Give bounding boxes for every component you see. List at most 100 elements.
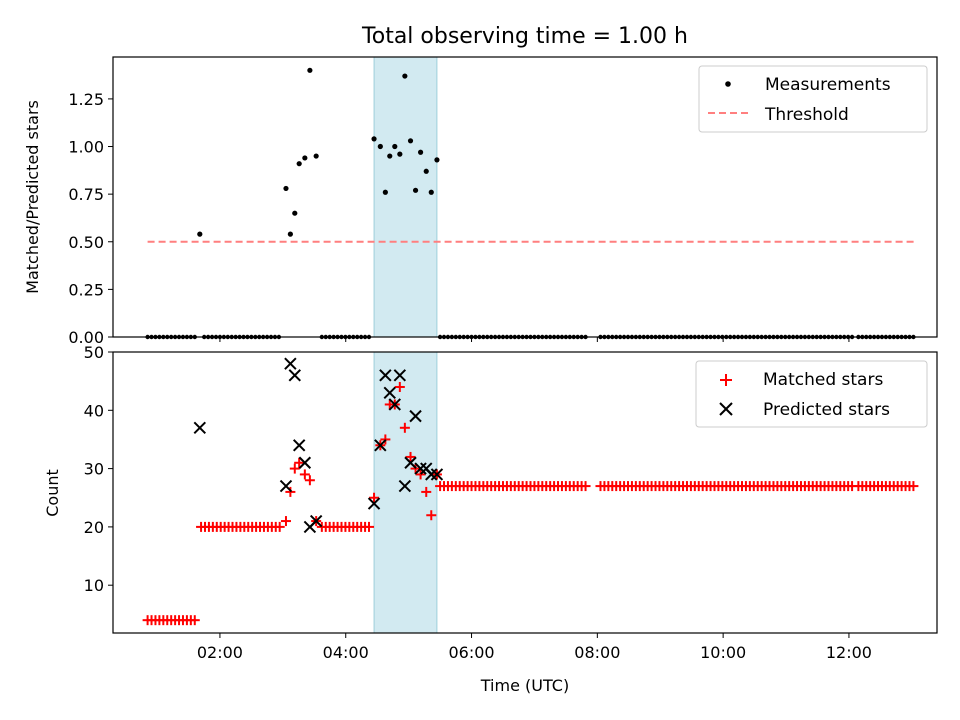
predicted-star-point: [309, 514, 323, 528]
predicted-star-point: [374, 439, 387, 452]
measurement-point: [382, 189, 388, 195]
measurement-point: [407, 138, 414, 144]
ratio-y-axis-label: Matched/Predicted stars: [23, 100, 42, 294]
predicted-star-point: [193, 421, 207, 434]
counts-y-tick-label: 10: [84, 576, 104, 595]
counts-legend-box: [695, 360, 928, 428]
matched-star-point: [908, 481, 919, 492]
predicted-star-point: [430, 468, 444, 481]
counts-x-ticks: 02:00 04:00 06:00 08:00 10:00 12:00: [197, 633, 872, 662]
predicted-star-point: [388, 398, 402, 411]
x-tick-label: 04:00: [323, 643, 369, 662]
matched-star-point: [189, 615, 200, 626]
predicted-star-point: [383, 386, 396, 400]
x-tick-label: 12:00: [826, 643, 872, 662]
counts-y-tick-label: 40: [84, 401, 104, 420]
counts-y-ticks: 10 20 30 40 50: [84, 343, 113, 595]
measurement-point: [417, 149, 424, 155]
ratio-legend-box: [698, 65, 928, 133]
legend-threshold-label: Threshold: [764, 105, 849, 125]
x-axis-label: Time (UTC): [480, 676, 569, 695]
predicted-star-point: [298, 456, 312, 469]
matched-star-point: [304, 475, 315, 486]
matched-star-point: [294, 457, 305, 468]
measurement-point: [397, 151, 403, 157]
matched-star-point: [299, 469, 310, 480]
matched-star-point: [369, 492, 380, 503]
matched-star-point: [289, 463, 300, 474]
chart-title: Total observing time = 1.00 h: [361, 24, 688, 49]
matched-star-point: [285, 486, 296, 497]
counts-axes-frame: [112, 351, 938, 634]
predicted-star-point: [404, 456, 417, 469]
predicted-star-point: [379, 369, 392, 382]
measurement-point: [313, 153, 319, 159]
matched-star-point: [580, 481, 591, 492]
measurement-point: [307, 67, 313, 73]
measurement-point: [402, 73, 408, 79]
counts-y-tick-label: 20: [84, 518, 104, 537]
measurement-point: [387, 153, 393, 159]
highlight-span-top: [373, 56, 438, 338]
counts-panel: 10 20 30 40 50 02:00 04:00 06:00 08:00 10:00 12:0…: [43, 343, 938, 695]
x-tick-label: 10:00: [700, 643, 746, 662]
matched-star-point: [274, 521, 285, 532]
ratio-y-tick-label: 1.25: [68, 90, 104, 109]
x-tick-label: 02:00: [197, 643, 243, 662]
measurement-point: [377, 143, 383, 150]
ratio-y-tick-label: 0.25: [68, 280, 104, 299]
matched-star-point: [364, 521, 375, 532]
measurement-point: [412, 187, 419, 193]
ratio-axes-frame: [112, 56, 938, 338]
measurement-point: [302, 155, 308, 161]
predicted-star-point: [279, 479, 293, 493]
measurement-point: [292, 210, 298, 216]
ratio-panel: 0.00 0.25 0.50 0.75 1.00 1.25 Matched/Predict…: [23, 56, 938, 347]
measurement-point: [428, 189, 434, 195]
measurement-point: [371, 136, 377, 142]
ratio-y-tick-label: 0.75: [68, 185, 104, 204]
ratio-y-ticks: 0.00 0.25 0.50 0.75 1.00 1.25: [68, 90, 113, 347]
predicted-star-point: [414, 462, 427, 475]
predicted-star-point: [409, 409, 422, 423]
predicted-star-point: [425, 468, 438, 481]
matched-star-point: [399, 422, 410, 433]
measurement-point: [423, 168, 429, 174]
matched-star-point: [280, 516, 291, 527]
x-tick-label: 06:00: [448, 643, 494, 662]
legend-measurements-marker: [725, 81, 731, 87]
legend-matched-marker: [720, 374, 732, 386]
counts-legend: Matched stars Predicted stars: [695, 360, 928, 428]
ratio-y-tick-label: 1.00: [68, 138, 104, 157]
legend-measurements-label: Measurements: [765, 75, 891, 95]
matched-star-point: [405, 451, 416, 462]
measurement-point: [296, 161, 302, 167]
legend-predicted-marker: [719, 402, 733, 416]
matched-star-point: [426, 510, 437, 521]
predicted-star-point: [367, 497, 381, 510]
predicted-star-point: [398, 479, 412, 493]
measurement-point: [283, 185, 289, 192]
predicted-star-point: [393, 369, 407, 382]
measurement-point: [434, 157, 440, 163]
ratio-x-ticks: [219, 337, 850, 342]
predicted-star-point: [288, 369, 301, 382]
ratio-y-tick-label: 0.50: [68, 233, 104, 252]
predicted-star-point: [284, 357, 297, 370]
measurement-point: [392, 143, 398, 150]
legend-predicted-label: Predicted stars: [763, 400, 890, 420]
x-tick-label: 08:00: [574, 643, 620, 662]
legend-matched-label: Matched stars: [763, 370, 883, 390]
matched-star-point: [394, 381, 405, 392]
counts-y-axis-label: Count: [43, 469, 62, 517]
matched-star-point: [415, 469, 426, 480]
counts-y-tick-label: 50: [84, 343, 104, 362]
ratio-legend: Measurements Threshold: [698, 65, 928, 133]
ratio-y-tick-label: 0.00: [68, 328, 104, 347]
matched-star-point: [421, 486, 432, 497]
measurement-point: [287, 231, 293, 237]
predicted-star-point: [292, 439, 306, 452]
count-points: [142, 357, 919, 626]
counts-y-tick-label: 30: [84, 460, 104, 479]
